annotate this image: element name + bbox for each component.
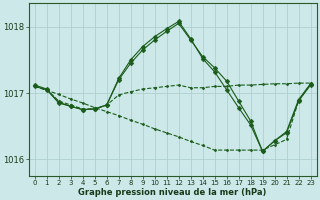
X-axis label: Graphe pression niveau de la mer (hPa): Graphe pression niveau de la mer (hPa) [78, 188, 267, 197]
